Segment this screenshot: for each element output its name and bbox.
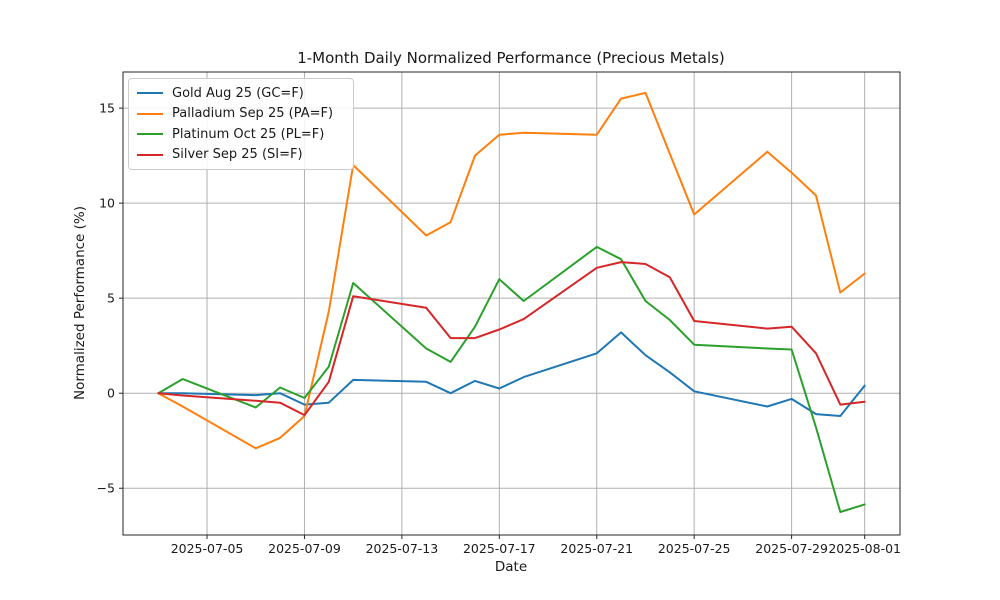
legend-line-swatch	[137, 133, 163, 136]
y-tick-label: 15	[99, 101, 115, 116]
legend-line-swatch	[137, 112, 163, 115]
legend-label: Gold Aug 25 (GC=F)	[172, 85, 304, 101]
x-axis-label: Date	[495, 559, 527, 575]
legend-line-swatch	[137, 92, 163, 95]
legend: Gold Aug 25 (GC=F) Palladium Sep 25 (PA=F…	[128, 78, 354, 170]
y-tick-label: 0	[107, 386, 115, 401]
legend-row-gold: Gold Aug 25 (GC=F)	[137, 83, 345, 104]
legend-row-silver: Silver Sep 25 (SI=F)	[137, 145, 345, 166]
y-axis-label: Normalized Performance (%)	[72, 206, 88, 400]
x-tick-label: 2025-07-13	[366, 541, 439, 556]
y-tick-label: 5	[107, 291, 115, 306]
grid-layer	[123, 72, 900, 535]
series-line-platinum	[157, 245, 866, 513]
x-tick-label: 2025-08-01	[828, 541, 901, 556]
series-line-palladium	[157, 91, 866, 450]
series-line-gold	[157, 331, 866, 417]
x-tick-label: 2025-07-25	[658, 541, 731, 556]
legend-label: Platinum Oct 25 (PL=F)	[172, 126, 325, 142]
legend-line-swatch	[137, 153, 163, 156]
y-tick-label: 10	[99, 196, 115, 211]
legend-row-platinum: Platinum Oct 25 (PL=F)	[137, 124, 345, 145]
series-line-silver	[157, 261, 866, 417]
x-tick-label: 2025-07-21	[560, 541, 633, 556]
x-tick-label: 2025-07-09	[268, 541, 341, 556]
chart-title: 1-Month Daily Normalized Performance (Pr…	[297, 49, 725, 67]
tick-layer: 2025-07-05 2025-07-09 2025-07-13 2025-07-17…	[97, 101, 901, 556]
series-layer	[157, 91, 866, 513]
y-tick-label: −5	[97, 481, 115, 496]
x-tick-label: 2025-07-05	[171, 541, 244, 556]
x-tick-label: 2025-07-17	[463, 541, 536, 556]
legend-label: Palladium Sep 25 (PA=F)	[172, 106, 334, 122]
x-tick-label: 2025-07-29	[755, 541, 828, 556]
legend-row-palladium: Palladium Sep 25 (PA=F)	[137, 104, 345, 125]
legend-label: Silver Sep 25 (SI=F)	[172, 147, 303, 163]
plot-border	[122, 71, 901, 536]
